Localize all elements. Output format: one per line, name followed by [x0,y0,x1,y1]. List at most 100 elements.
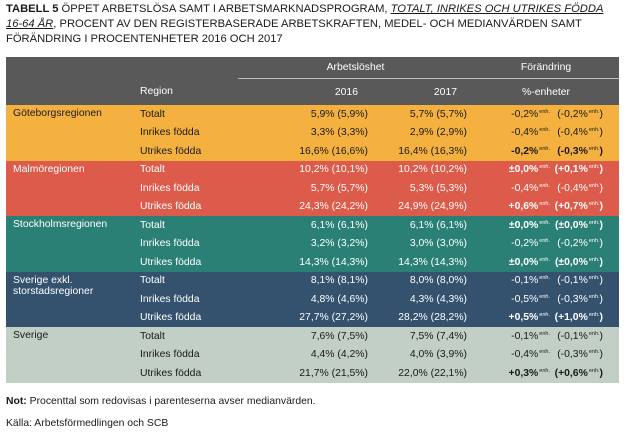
close-paren: ) [599,182,604,194]
unit-superscript: enh. [588,238,600,245]
category-label: Inrikes födda [140,127,200,139]
change-median: (-0,4%enh.) [552,179,619,198]
header-2017: 2017 [374,78,474,105]
change-median-value: (-0,2% [557,108,588,120]
change-mean: -0,1%enh. [473,327,552,346]
close-paren: ) [599,275,604,287]
unit-superscript: enh. [588,145,600,152]
header-blank-2 [140,57,238,79]
change-mean: -0,4%enh. [473,179,552,198]
category-label: Utrikes födda [140,201,202,213]
value-2016: 14,3% (14,3%) [299,256,368,268]
change-mean: -0,1%enh. [473,272,552,291]
value-2017: 16,4% (16,3%) [398,145,468,157]
table-row: Sverige Totalt 7,6% (7,5%) 7,5% (7,4%) -0,1%… [6,327,620,346]
table-body: Göteborgsregionen Totalt 5,9% (5,9%) 5,7% (… [6,105,620,383]
close-paren: ) [599,349,604,361]
value-2017: 5,7% (5,7%) [409,108,468,120]
change-median: (-0,2%enh.) [552,235,619,254]
caption-emphasis: TOTALT, INRIKES OCH UTRIKES FÖDDA 16-64 … [6,3,604,30]
value-2016: 24,3% (24,2%) [299,201,368,213]
change-mean: ±0,0%enh. [473,253,552,272]
value-2017: 14,3% (14,3%) [398,256,468,268]
change-median-value: (-0,1% [557,275,588,287]
close-paren: ) [599,293,604,305]
close-paren: ) [599,238,604,250]
close-paren: ) [599,164,604,176]
table-row: Utrikes födda 27,7% (27,2%) 28,2% (28,2%) +… [6,308,620,328]
table-row: Inrikes födda 4,4% (4,2%) 4,0% (3,9%) -0,4%… [6,345,620,365]
table-row: Utrikes födda 16,6% (16,6%) 16,4% (16,3%) -… [6,142,620,161]
unit-superscript: enh. [588,367,600,374]
change-median: (+0,7%enh.) [552,198,619,217]
change-median-value: (+1,0% [554,312,588,324]
unit-superscript: enh. [588,256,600,263]
change-median: (-0,3%enh.) [552,142,619,161]
close-paren: ) [599,219,604,231]
unit-superscript: enh. [539,164,551,171]
region-name: Sverige exkl. storstadsregioner [13,274,94,298]
change-mean: +0,6%enh. [473,198,552,217]
close-paren: ) [599,127,604,139]
change-median-value: (+0,7% [554,201,588,213]
change-mean: -0,4%enh. [473,346,552,365]
unit-superscript: enh. [539,219,551,226]
category-label: Utrikes födda [140,367,202,379]
table-row: Stockholmsregionen Totalt 6,1% (6,1%) 6,1% … [6,216,620,235]
change-mean-value: ±0,0% [508,219,539,231]
close-paren: ) [599,330,604,342]
close-paren: ) [599,145,604,157]
change-median: (+1,0%enh.) [552,309,619,328]
change-mean-value: -0,2% [511,238,539,250]
change-mean-value: -0,1% [511,275,539,287]
unit-superscript: enh. [539,330,551,337]
change-mean: -0,2%enh. [473,142,552,161]
value-2016: 27,7% (27,2%) [299,312,368,324]
unit-superscript: enh. [588,108,600,115]
caption-prefix: TABELL 5 [6,3,59,15]
value-2017: 28,2% (28,2%) [398,312,468,324]
unit-superscript: enh. [539,256,551,263]
change-median-value: (-0,4% [557,127,588,139]
change-mean: +0,3%enh. [473,364,552,383]
table-row: Inrikes födda 5,7% (5,7%) 5,3% (5,3%) -0,4%… [6,179,620,198]
table-row: Utrikes födda 21,7% (21,5%) 22,0% (22,1%) +… [6,364,620,383]
category-label: Inrikes födda [140,293,200,305]
change-median: (-0,1%enh.) [552,272,619,291]
category-label: Totalt [140,164,165,176]
unit-superscript: enh. [588,164,600,171]
change-median-value: (-0,4% [557,182,588,194]
unit-superscript: enh. [588,349,600,356]
unit-superscript: enh. [539,108,551,115]
close-paren: ) [599,256,604,268]
region-name: Sverige [13,330,49,341]
value-2016: 10,2% (10,1%) [299,164,368,176]
table-row: Inrikes födda 3,2% (3,2%) 3,0% (3,0%) -0,2%… [6,234,620,254]
change-median: (-0,2%enh.) [552,105,619,124]
unit-superscript: enh. [539,275,551,282]
unit-superscript: enh. [588,201,600,208]
region-name: Göteborgsregionen [13,108,102,119]
change-median-value: (-0,1% [557,330,588,342]
unit-superscript: enh. [588,219,600,226]
close-paren: ) [599,201,604,213]
category-label: Inrikes födda [140,349,200,361]
category-label: Totalt [140,275,165,287]
change-mean: ±0,0%enh. [473,161,552,180]
change-mean-value: -0,2% [511,108,539,120]
change-mean-value: ±0,0% [508,164,539,176]
change-median: (+0,1%enh.) [552,161,619,180]
close-paren: ) [599,367,604,379]
category-label: Totalt [140,108,165,120]
table-row: Sverige exkl. storstadsregioner Totalt 8,1… [6,271,620,297]
change-median-value: (-0,2% [557,238,588,250]
change-mean-value: -0,4% [511,182,539,194]
change-mean-value: -0,4% [511,127,539,139]
unit-superscript: enh. [539,127,551,134]
change-median: (±0,0%enh.) [552,216,619,235]
value-2016: 3,2% (3,2%) [310,238,368,250]
unit-superscript: enh. [588,330,600,337]
table-row: Malmöregionen Totalt 10,2% (10,1%) 10,2% (1… [6,160,620,180]
change-median-value: (-0,3% [557,145,588,157]
category-label: Utrikes födda [140,312,202,324]
